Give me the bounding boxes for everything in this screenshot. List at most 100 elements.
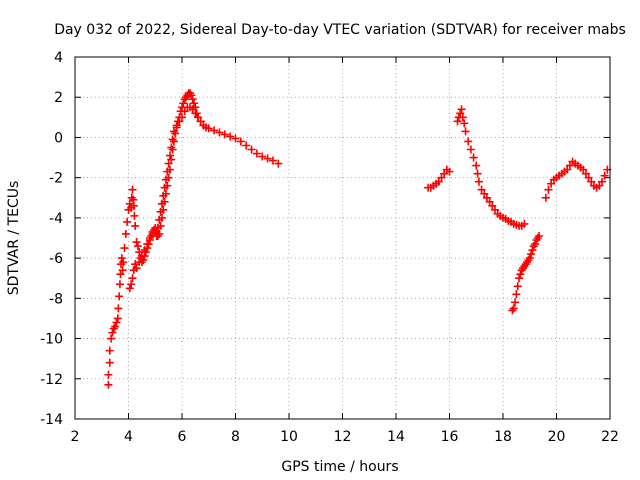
data-point	[453, 117, 462, 126]
series-track-A	[104, 185, 140, 389]
y-tick-label: -8	[49, 291, 63, 307]
data-point	[595, 181, 604, 190]
data-point	[178, 113, 186, 122]
data-point	[474, 177, 483, 186]
data-point	[119, 258, 128, 267]
data-point	[196, 117, 205, 126]
x-axis-label: GPS time / hours	[281, 459, 398, 475]
data-point	[125, 199, 134, 208]
data-point	[153, 223, 162, 232]
data-point	[113, 314, 122, 323]
x-tick-label: 8	[231, 429, 240, 445]
y-tick-label: 2	[54, 90, 63, 106]
data-point	[473, 169, 482, 178]
data-point	[129, 201, 138, 210]
x-tick-label: 4	[124, 429, 133, 445]
data-point	[107, 334, 116, 343]
data-point	[516, 270, 525, 279]
data-point	[116, 270, 125, 279]
data-point	[587, 177, 596, 186]
data-point	[541, 193, 550, 202]
data-point	[247, 145, 256, 154]
data-point	[199, 121, 208, 130]
data-point	[445, 167, 454, 176]
data-point	[215, 128, 224, 137]
data-point	[121, 229, 130, 238]
data-point	[464, 137, 473, 146]
data-point	[115, 280, 124, 289]
data-point	[125, 284, 134, 293]
data-point	[160, 183, 169, 192]
x-tick-label: 14	[387, 429, 405, 445]
data-point	[515, 274, 524, 283]
data-point	[127, 280, 136, 289]
data-point	[563, 165, 572, 174]
data-point	[258, 152, 267, 161]
data-point	[480, 189, 489, 198]
data-point	[565, 161, 574, 170]
data-point	[172, 121, 181, 130]
data-point	[104, 380, 113, 389]
data-point	[194, 113, 203, 122]
data-point	[485, 197, 494, 206]
x-tick-label: 22	[601, 429, 619, 445]
data-point	[133, 242, 142, 251]
data-point	[118, 266, 127, 275]
data-point	[528, 246, 537, 255]
data-point	[210, 126, 219, 135]
data-point	[132, 264, 141, 273]
data-point	[131, 260, 140, 269]
data-point	[600, 171, 609, 180]
data-point	[114, 304, 123, 313]
data-point	[108, 328, 117, 337]
data-point	[482, 193, 491, 202]
data-point	[105, 346, 114, 355]
y-tick-label: -4	[49, 211, 63, 227]
data-point	[105, 358, 114, 367]
data-point	[511, 298, 520, 307]
data-point	[151, 227, 160, 236]
data-point	[509, 304, 518, 313]
y-tick-label: -10	[40, 332, 63, 348]
data-point	[456, 109, 465, 118]
data-point	[135, 248, 144, 257]
data-point	[263, 154, 272, 163]
data-point	[535, 231, 544, 240]
data-points	[104, 89, 612, 389]
data-point	[167, 143, 176, 152]
data-point	[512, 290, 521, 299]
data-point	[156, 207, 165, 216]
data-point	[112, 318, 121, 327]
data-point	[469, 153, 478, 162]
data-point	[190, 99, 199, 108]
data-point	[123, 217, 132, 226]
data-point	[268, 156, 277, 165]
data-point	[180, 107, 189, 116]
data-point	[169, 127, 178, 136]
data-point	[128, 274, 137, 283]
data-point	[165, 151, 174, 160]
data-point	[115, 292, 124, 301]
data-point	[132, 238, 141, 247]
data-point	[111, 322, 120, 331]
data-point	[544, 185, 553, 194]
data-point	[187, 91, 196, 100]
data-point	[163, 167, 172, 176]
data-point	[274, 159, 283, 168]
data-point	[488, 201, 497, 210]
data-point	[581, 169, 590, 178]
data-point	[143, 240, 152, 249]
data-point	[252, 149, 261, 158]
data-point	[135, 258, 144, 267]
y-tick-labels: -14 -12 -10 -8 -6 -4 -2 0 2 4	[40, 50, 63, 428]
x-tick-label: 12	[334, 429, 352, 445]
data-point	[188, 95, 197, 104]
data-point	[131, 221, 140, 230]
x-tick-label: 20	[548, 429, 566, 445]
data-point	[159, 191, 168, 200]
data-point	[460, 119, 469, 128]
data-point	[437, 173, 446, 182]
data-point	[164, 159, 173, 168]
data-point	[242, 141, 251, 150]
